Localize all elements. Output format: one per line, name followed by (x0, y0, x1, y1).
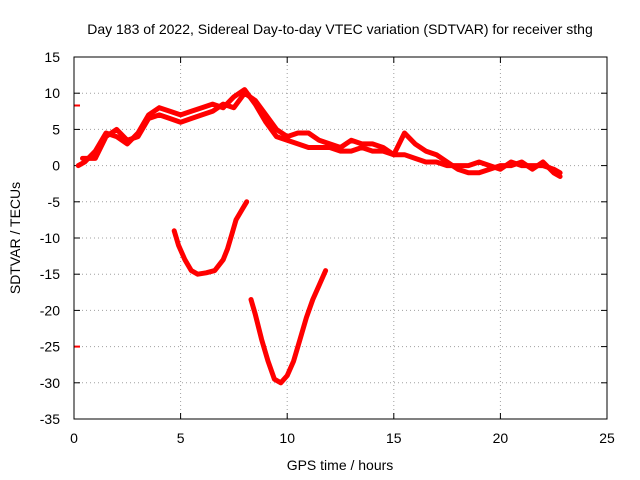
y-tick-label: 15 (44, 49, 60, 65)
track-arc-upper (171, 199, 250, 277)
y-tick-label: 5 (52, 121, 60, 137)
y-tick-label: 10 (44, 85, 60, 101)
plot-frame (73, 56, 608, 420)
y-tick-label: -25 (40, 339, 60, 355)
track-main-band-a (75, 87, 563, 176)
track-main-band-b (80, 90, 563, 179)
x-tick-label: 25 (599, 430, 615, 446)
chart-title: Day 183 of 2022, Sidereal Day-to-day VTE… (87, 21, 593, 37)
x-tick-label: 0 (70, 430, 78, 446)
x-tick-label: 15 (386, 430, 402, 446)
x-tick-label: 10 (279, 430, 295, 446)
y-tick-label: 0 (52, 158, 60, 174)
axis-ticks (73, 56, 608, 420)
y-tick-label: -20 (40, 302, 60, 318)
data-series (74, 87, 563, 386)
y-tick-label: -10 (40, 230, 60, 246)
y-tick-label: -15 (40, 266, 60, 282)
y-tick-label: -5 (48, 194, 61, 210)
y-tick-label: -35 (40, 411, 60, 427)
y-tick-label: -30 (40, 375, 60, 391)
tick-labels: 0 5 10 15 20 25 15 10 5 0 -5 -10 -15 -20 -25 -30 -35 (40, 49, 615, 446)
x-tick-label: 5 (177, 430, 185, 446)
y-axis-title: SDTVAR / TECUs (7, 182, 23, 294)
x-axis-title: GPS time / hours (287, 457, 394, 473)
x-tick-label: 20 (493, 430, 509, 446)
track-arc-lower (248, 268, 329, 386)
